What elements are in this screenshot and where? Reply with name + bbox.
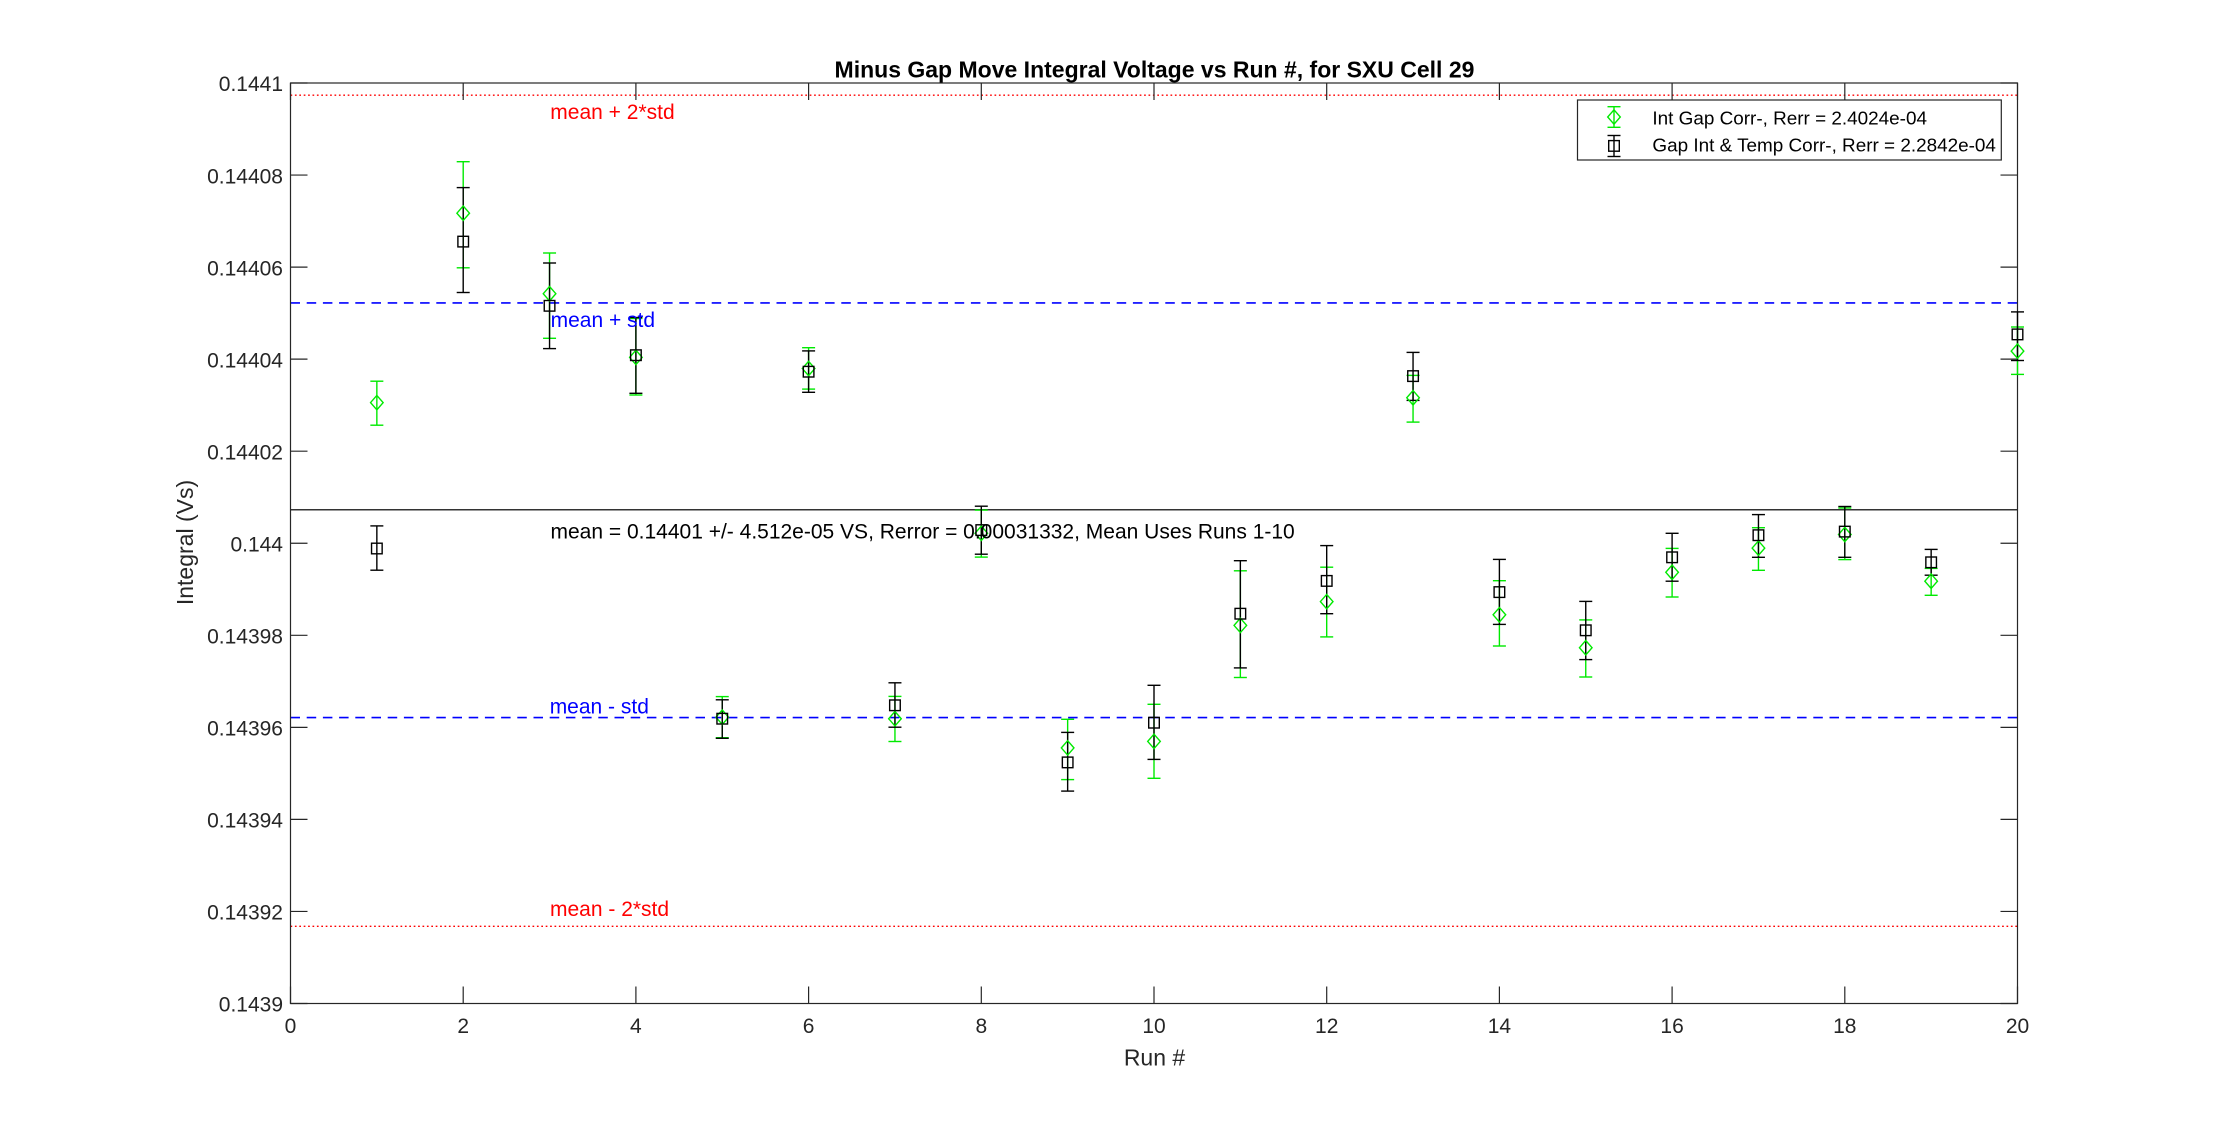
svg-text:Integral (Vs): Integral (Vs) [172, 480, 198, 605]
svg-text:16: 16 [1660, 1015, 1683, 1038]
svg-text:0.14404: 0.14404 [207, 349, 283, 372]
svg-text:2: 2 [457, 1015, 469, 1038]
svg-text:8: 8 [975, 1015, 987, 1038]
svg-text:mean - std: mean - std [550, 695, 649, 718]
svg-text:mean = 0.14401 +/- 4.512e-05 V: mean = 0.14401 +/- 4.512e-05 VS, Rerror … [551, 521, 1295, 544]
svg-text:0.144: 0.144 [230, 534, 283, 557]
svg-text:0.14406: 0.14406 [207, 257, 283, 280]
svg-text:0.1439: 0.1439 [219, 994, 283, 1017]
svg-text:0: 0 [285, 1015, 297, 1038]
svg-text:14: 14 [1488, 1015, 1512, 1038]
svg-text:0.14398: 0.14398 [207, 626, 283, 649]
svg-text:0.14394: 0.14394 [207, 810, 283, 833]
svg-text:0.14408: 0.14408 [207, 165, 283, 188]
svg-text:6: 6 [803, 1015, 815, 1038]
svg-text:Run #: Run # [1124, 1044, 1186, 1070]
svg-text:mean - 2*std: mean - 2*std [550, 898, 669, 921]
svg-text:20: 20 [2006, 1015, 2029, 1038]
svg-text:4: 4 [630, 1015, 642, 1038]
svg-text:18: 18 [1833, 1015, 1856, 1038]
svg-text:Gap Int & Temp Corr-, Rerr = 2: Gap Int & Temp Corr-, Rerr = 2.2842e-04 [1652, 136, 1996, 157]
svg-text:Minus Gap Move Integral Voltag: Minus Gap Move Integral Voltage vs Run #… [835, 56, 1475, 82]
svg-text:Int Gap Corr-, Rerr = 2.4024e-: Int Gap Corr-, Rerr = 2.4024e-04 [1652, 109, 1927, 130]
svg-text:10: 10 [1142, 1015, 1165, 1038]
svg-text:mean + std: mean + std [551, 309, 655, 332]
svg-text:0.14402: 0.14402 [207, 441, 283, 464]
svg-text:0.14392: 0.14392 [207, 902, 283, 925]
svg-text:0.14396: 0.14396 [207, 718, 283, 741]
svg-text:12: 12 [1315, 1015, 1338, 1038]
svg-text:0.1441: 0.1441 [219, 73, 283, 96]
svg-text:mean + 2*std: mean + 2*std [550, 101, 674, 124]
